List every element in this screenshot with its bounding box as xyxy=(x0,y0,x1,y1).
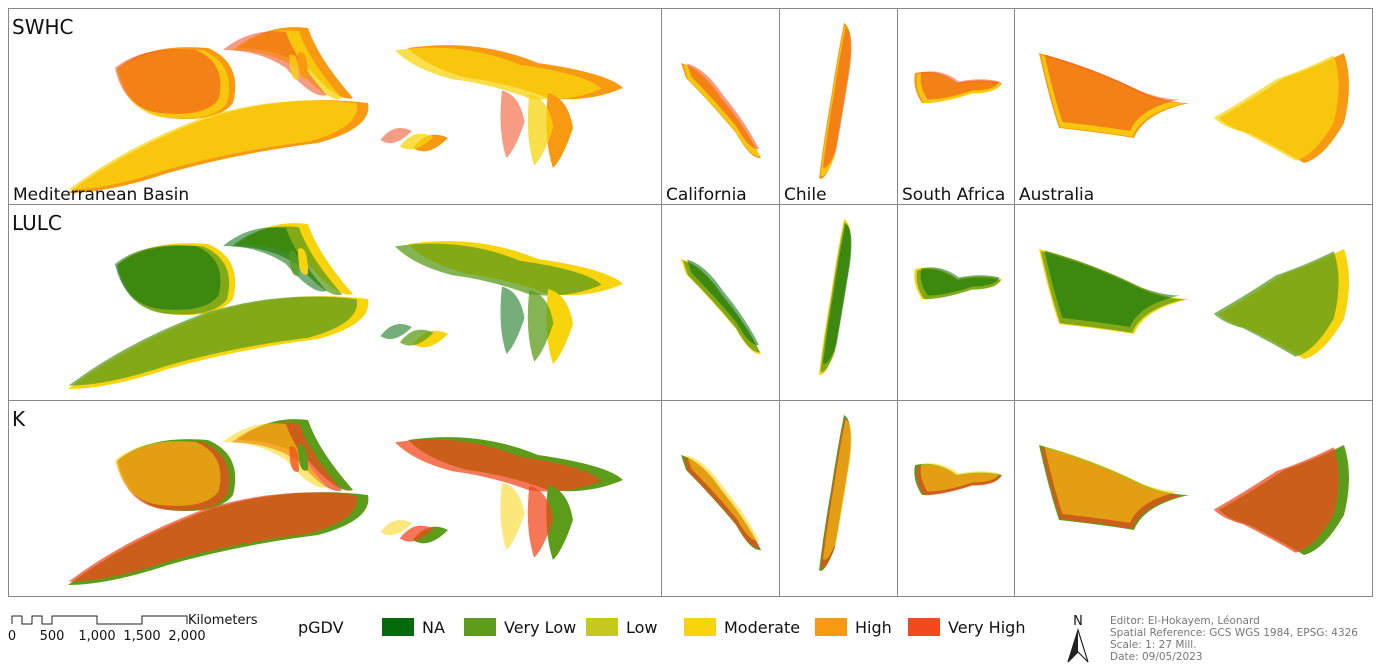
map-panels xyxy=(68,23,1349,585)
credit-line: Editor: El-Hokayem, Léonard xyxy=(1110,615,1260,627)
map-region xyxy=(681,455,761,550)
region-label: Chile xyxy=(784,185,827,205)
scale-tick-label: 500 xyxy=(40,629,65,644)
scale-ticks: 0 500 1,000 1,500 2,000 xyxy=(8,629,206,644)
scale-tick-label: 2,000 xyxy=(168,629,205,644)
region-patch xyxy=(501,483,525,551)
region-patch xyxy=(1045,55,1180,132)
map-region xyxy=(68,27,623,193)
region-patch xyxy=(115,49,221,114)
map-region xyxy=(819,415,852,571)
region-label: South Africa xyxy=(902,185,1005,205)
legend-label: Low xyxy=(626,618,658,637)
region-patch xyxy=(687,64,759,150)
region-patch xyxy=(687,456,759,542)
region-label: Australia xyxy=(1019,185,1094,205)
map-region xyxy=(914,463,1002,495)
region-patch xyxy=(115,441,221,506)
legend-label: Very Low xyxy=(504,618,576,637)
legend-swatch xyxy=(684,618,716,636)
region-patch xyxy=(501,287,525,355)
scale-bar xyxy=(12,616,187,624)
map-region xyxy=(819,219,852,375)
north-arrow: N xyxy=(1068,614,1088,662)
legend-label: Very High xyxy=(948,618,1025,637)
map-region xyxy=(68,419,623,585)
row-label: LULC xyxy=(12,211,62,235)
legend-title: pGDV xyxy=(298,618,344,637)
scale-tick-label: 1,000 xyxy=(78,629,115,644)
legend-label: NA xyxy=(422,618,445,637)
region-patch xyxy=(823,420,852,560)
legend-swatch xyxy=(464,618,496,636)
legend-swatch xyxy=(586,618,618,636)
region-patch xyxy=(115,245,221,310)
map-region xyxy=(914,267,1002,299)
figure: SWHC LULC K Mediterranean Basin California Ch… xyxy=(0,0,1378,672)
map-region xyxy=(68,223,623,389)
legend-swatch xyxy=(815,618,847,636)
region-patch xyxy=(687,260,759,346)
row-label: SWHC xyxy=(12,15,73,39)
legend-swatch xyxy=(382,618,414,636)
map-region xyxy=(1039,445,1349,555)
region-label: California xyxy=(666,185,747,205)
row-label: K xyxy=(12,407,26,431)
region-patch xyxy=(823,28,852,168)
region-patch xyxy=(501,91,525,159)
map-region xyxy=(819,23,852,179)
region-patch xyxy=(1045,447,1180,524)
scale-tick-label: 1,500 xyxy=(123,629,160,644)
region-patch xyxy=(1045,251,1180,328)
region-label: Mediterranean Basin xyxy=(13,185,189,205)
credit-line: Scale: 1: 27 Mill. xyxy=(1110,639,1197,651)
legend-label: High xyxy=(855,618,892,637)
legend-swatch xyxy=(908,618,940,636)
north-label: N xyxy=(1073,614,1083,629)
scale-unit: Kilometers xyxy=(188,613,258,628)
map-region xyxy=(1039,249,1349,359)
map-region xyxy=(681,259,761,354)
map-region xyxy=(914,71,1002,103)
scale-tick-label: 0 xyxy=(8,629,16,644)
legend-label: Moderate xyxy=(724,618,800,637)
credit-line: Date: 09/05/2023 xyxy=(1110,651,1203,663)
region-patch xyxy=(823,224,852,364)
credit-line: Spatial Reference: GCS WGS 1984, EPSG: 4… xyxy=(1110,627,1358,639)
legend: NA Very Low Low Moderate High Very High xyxy=(382,618,1025,637)
map-region xyxy=(681,63,761,158)
map-region xyxy=(1039,53,1349,163)
